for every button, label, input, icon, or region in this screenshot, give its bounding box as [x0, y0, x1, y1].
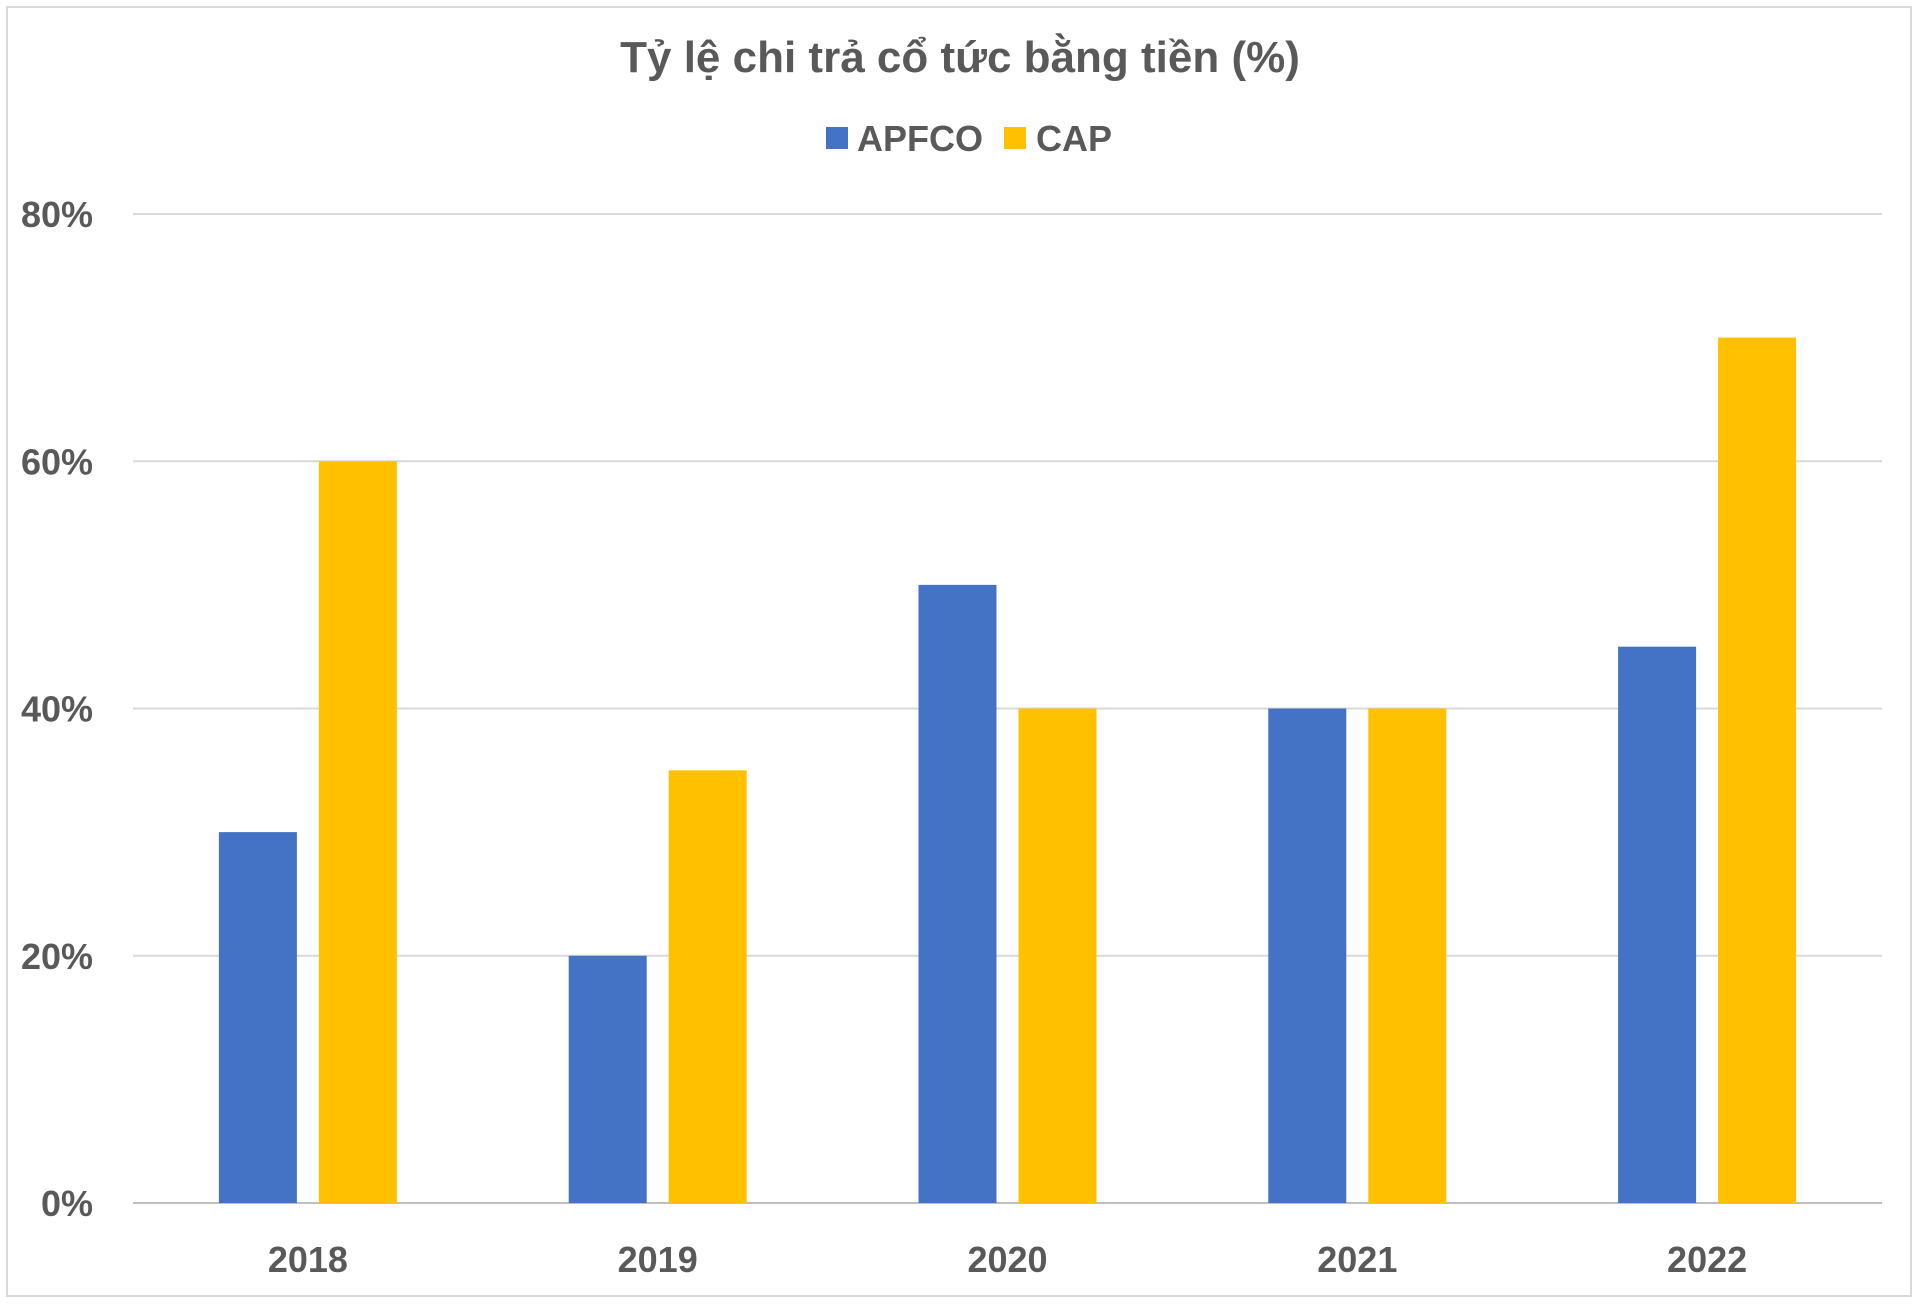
y-tick-label: 60%: [21, 441, 93, 482]
bar-apfco-2019: [568, 955, 647, 1203]
bar-cap-2021: [1368, 708, 1447, 1203]
bar-apfco-2018: [218, 832, 297, 1203]
bar-cap-2020: [1018, 708, 1097, 1203]
x-tick-label: 2021: [1317, 1239, 1397, 1280]
legend-label-apfco: APFCO: [857, 118, 983, 159]
legend-label-cap: CAP: [1036, 118, 1112, 159]
chart-title: Tỷ lệ chi trả cổ tức bằng tiền (%): [620, 32, 1300, 82]
bar-cap-2018: [318, 461, 397, 1203]
y-axis: 0% 20% 40% 60% 80%: [21, 194, 93, 1224]
legend-swatch-cap: [1004, 127, 1026, 149]
x-tick-label: 2020: [967, 1239, 1047, 1280]
bar-apfco-2022: [1618, 646, 1697, 1203]
y-tick-label: 40%: [21, 689, 93, 730]
x-tick-label: 2022: [1667, 1239, 1747, 1280]
bar-cap-2019: [668, 770, 747, 1203]
gridlines: [133, 213, 1882, 1204]
y-tick-label: 0%: [41, 1183, 93, 1224]
legend: APFCO CAP: [826, 118, 1112, 159]
bars: [218, 337, 1797, 1203]
x-tick-label: 2019: [618, 1239, 698, 1280]
bar-cap-2022: [1718, 337, 1797, 1203]
legend-swatch-apfco: [826, 127, 848, 149]
x-tick-label: 2018: [268, 1239, 348, 1280]
bar-apfco-2020: [918, 584, 997, 1203]
y-tick-label: 20%: [21, 936, 93, 977]
x-axis: 2018 2019 2020 2021 2022: [268, 1239, 1747, 1280]
y-tick-label: 80%: [21, 194, 93, 235]
bar-apfco-2021: [1268, 708, 1347, 1203]
